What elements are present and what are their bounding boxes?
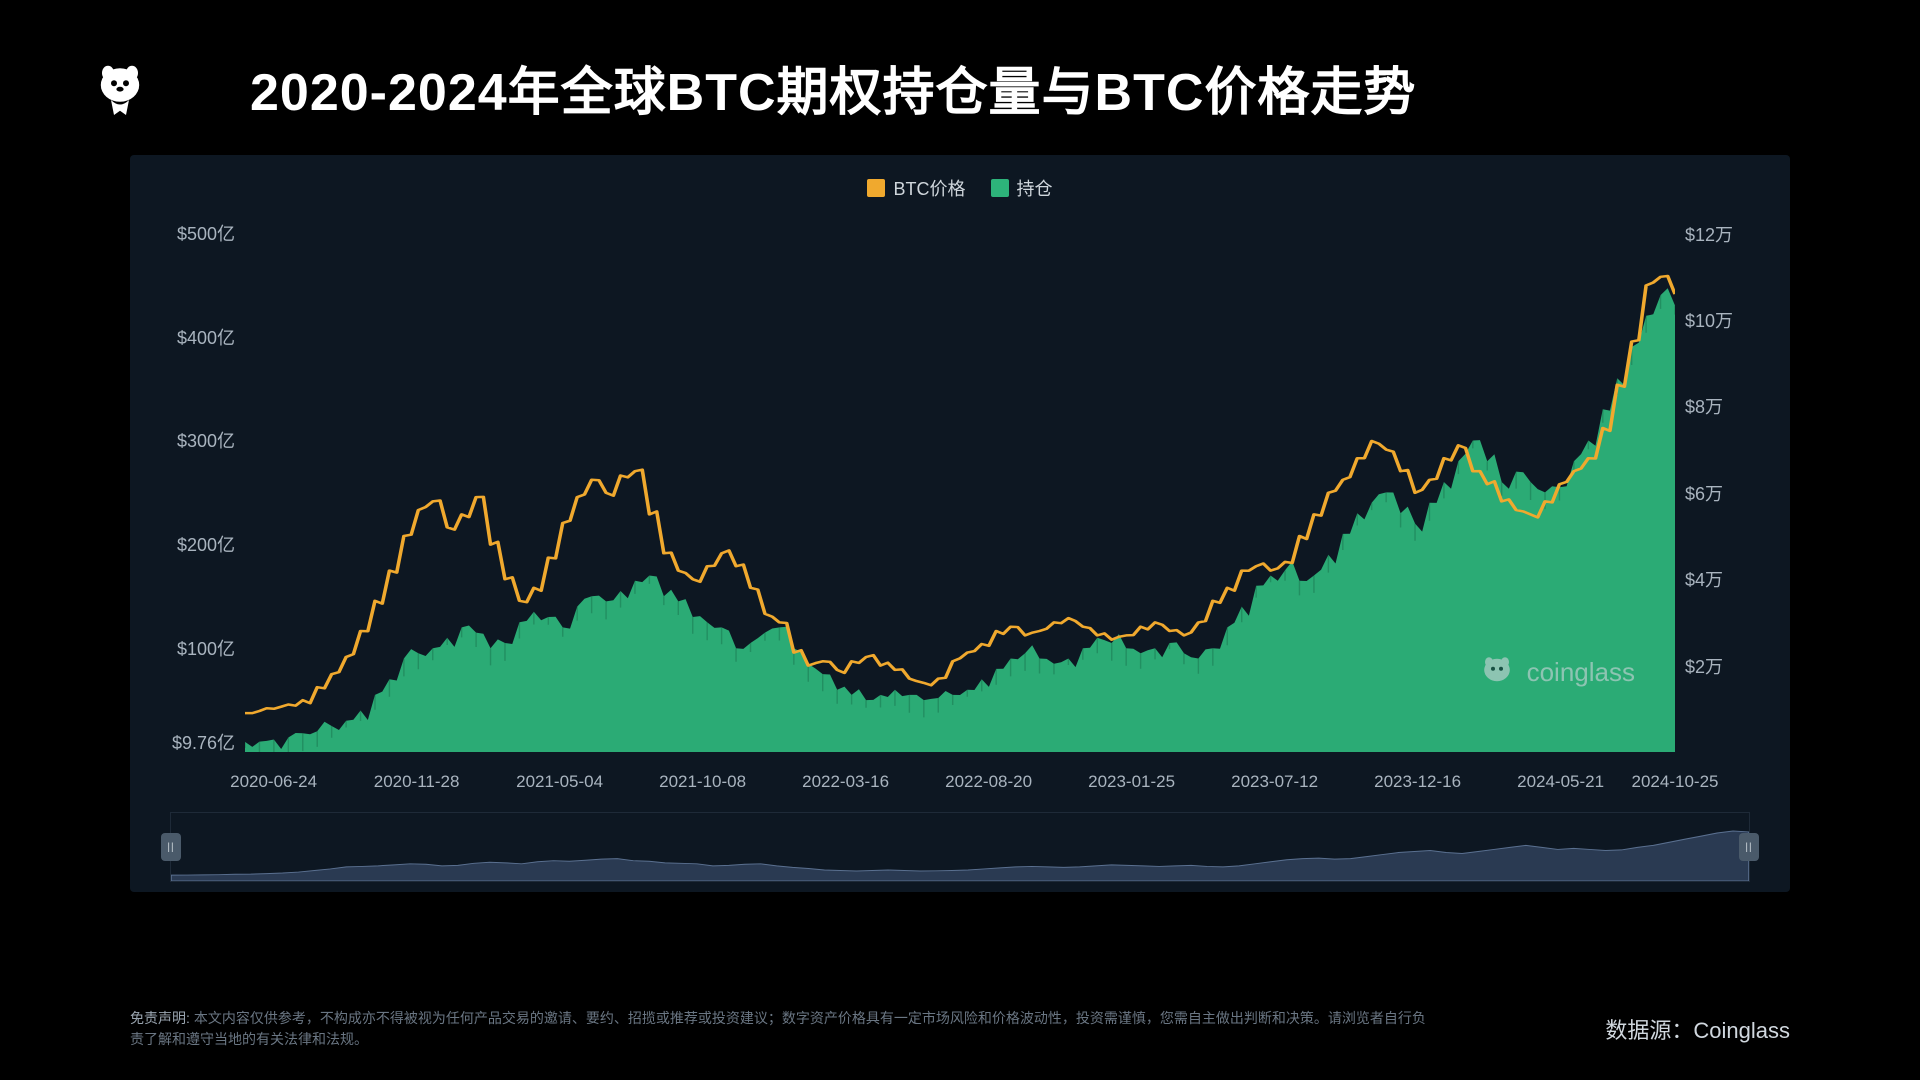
scrubber-handle-right[interactable] <box>1739 833 1759 861</box>
scrubber-handle-left[interactable] <box>161 833 181 861</box>
data-source: 数据源：Coinglass <box>1605 1013 1790 1045</box>
legend-swatch-price <box>867 179 885 197</box>
legend-swatch-oi <box>991 179 1009 197</box>
x-axis: 2020-06-242020-11-282021-05-042021-10-08… <box>245 772 1675 797</box>
chart-container: BTC价格 持仓 $500亿$400亿$300亿$200亿$100亿$9.76亿… <box>130 155 1790 892</box>
logo-icon <box>90 58 150 118</box>
disclaimer: 免责声明:本文内容仅供参考，不构成亦不得被视为任何产品交易的邀请、要约、招揽或推… <box>130 1008 1430 1050</box>
chart-legend: BTC价格 持仓 <box>145 175 1775 202</box>
legend-label-oi: 持仓 <box>1017 175 1053 201</box>
page-title: 2020-2024年全球BTC期权持仓量与BTC价格走势 <box>250 50 1416 125</box>
watermark: coinglass <box>1477 652 1635 692</box>
legend-label-price: BTC价格 <box>893 175 965 201</box>
y-axis-left: $500亿$400亿$300亿$200亿$100亿$9.76亿 <box>145 212 235 772</box>
range-scrubber[interactable] <box>170 812 1750 882</box>
y-axis-right: $12万$10万$8万$6万$4万$2万 <box>1685 212 1775 772</box>
chart-plot[interactable] <box>245 212 1675 752</box>
